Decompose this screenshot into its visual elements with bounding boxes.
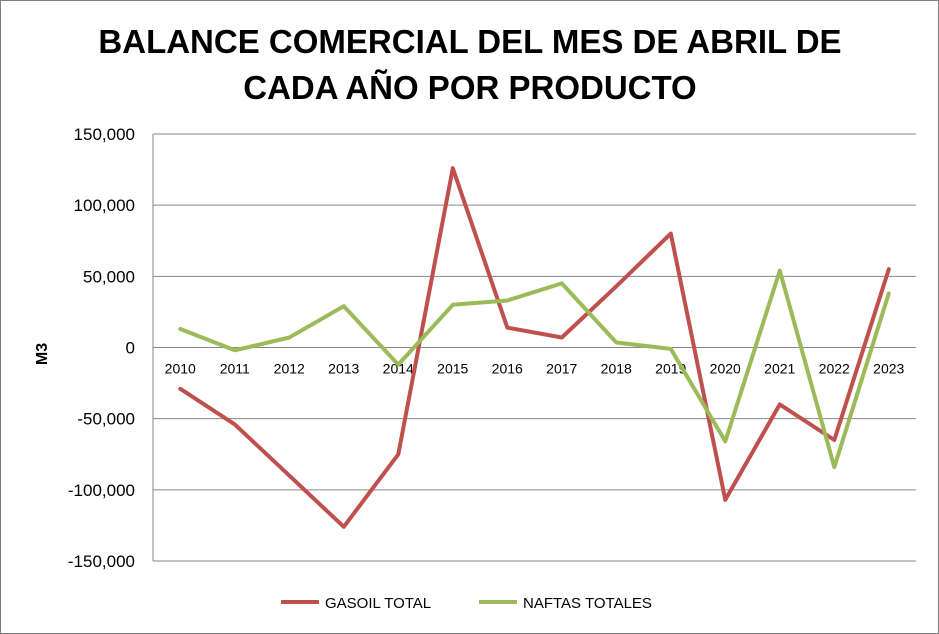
y-tick-label: -50,000 (77, 410, 135, 429)
series-line-naftas (178, 268, 891, 470)
x-tick-label: 2013 (328, 361, 359, 377)
x-tick-label: 2016 (492, 361, 523, 377)
x-tick-label: 2018 (601, 361, 632, 377)
y-axis-title: M3 (34, 343, 51, 365)
y-tick-label: -100,000 (68, 481, 135, 500)
legend: GASOIL TOTAL NAFTAS TOTALES (281, 595, 652, 612)
chart-title-line-2: CADA AÑO POR PRODUCTO (243, 69, 696, 106)
y-tick-label: 0 (126, 339, 135, 358)
x-tick-label: 2015 (437, 361, 468, 377)
y-tick-label: 100,000 (74, 196, 135, 215)
chart-title-line-1: BALANCE COMERCIAL DEL MES DE ABRIL DE (98, 23, 841, 60)
legend-label: NAFTAS TOTALES (523, 595, 652, 612)
x-tick-label: 2011 (220, 361, 250, 377)
y-tick-label: 50,000 (83, 267, 135, 286)
series-line-gasoil (178, 166, 891, 529)
x-axis-ticks: 2010 2011 2012 2013 2014 2015 2016 2017 2018 2019… (165, 361, 905, 377)
x-tick-label: 2017 (546, 361, 577, 377)
legend-label: GASOIL TOTAL (325, 595, 431, 612)
y-axis-ticks: 150,000 100,000 50,000 0 -50,000 -100,000 -150… (68, 125, 135, 571)
x-tick-label: 2020 (710, 361, 741, 377)
series-lines (178, 166, 891, 529)
y-tick-label: 150,000 (74, 125, 135, 144)
x-tick-label: 2023 (873, 361, 904, 377)
x-tick-label: 2012 (274, 361, 305, 377)
x-tick-label: 2014 (383, 361, 414, 377)
y-tick-label: -150,000 (68, 552, 135, 571)
x-tick-label: 2010 (165, 361, 196, 377)
x-tick-label: 2021 (764, 361, 795, 377)
x-tick-label: 2022 (819, 361, 850, 377)
gridlines (152, 133, 916, 562)
